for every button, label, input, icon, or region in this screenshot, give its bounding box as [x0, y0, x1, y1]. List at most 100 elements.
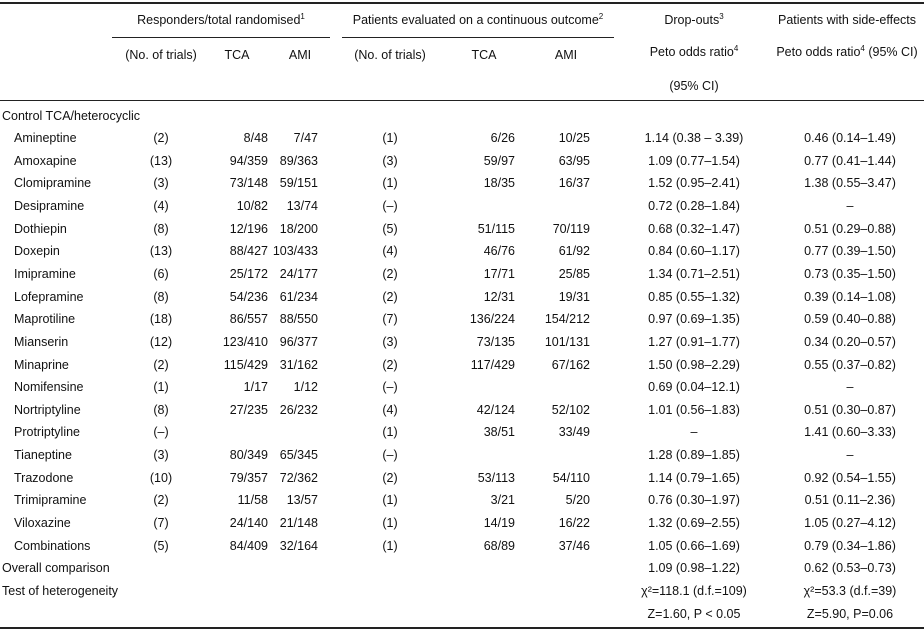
cell: (1) [382, 538, 398, 553]
cell: 10/82 [236, 198, 268, 213]
cell: 24/177 [279, 266, 318, 281]
cell: 154/212 [544, 312, 590, 327]
cell: 0.62 (0.53–0.73) [804, 561, 896, 576]
cell: 1.27 (0.91–1.77) [648, 334, 740, 349]
cell: (13) [149, 153, 173, 168]
cell: – [846, 198, 854, 213]
cell: 59/97 [483, 153, 515, 168]
cell: 67/162 [551, 357, 590, 372]
cell: (1) [382, 176, 398, 191]
cell: 21/148 [279, 516, 318, 531]
cell: 26/232 [279, 402, 318, 417]
cell: (13) [149, 244, 173, 259]
cell: 0.79 (0.34–1.86) [804, 538, 896, 553]
cell: 12/196 [229, 221, 268, 236]
cell: 0.92 (0.54–1.55) [804, 470, 896, 485]
cell: 0.73 (0.35–1.50) [804, 266, 896, 281]
cell: (1) [382, 131, 398, 145]
cell: (–) [382, 380, 398, 395]
drug-name: Amoxapine [14, 153, 77, 168]
cell: 1.14 (0.79–1.65) [648, 470, 740, 485]
group-rule [342, 37, 614, 38]
cell: 59/151 [279, 176, 318, 191]
cell: (8) [153, 402, 169, 417]
drug-name: Viloxazine [14, 516, 71, 531]
column-header: Patients with side-effects [770, 12, 924, 28]
cell: 0.69 (0.04–12.1) [648, 380, 740, 395]
cell: 68/89 [483, 538, 515, 553]
cell: 54/236 [229, 289, 268, 304]
cell: 0.46 (0.14–1.49) [804, 131, 896, 145]
cell: (–) [382, 448, 398, 463]
cell: 1.52 (0.95–2.41) [648, 176, 740, 191]
cell: 63/95 [558, 153, 590, 168]
cell: 13/57 [286, 493, 318, 508]
drug-name: Nomifensine [14, 380, 84, 395]
cell: (12) [149, 334, 173, 349]
cell: (1) [382, 516, 398, 531]
cell: 54/110 [552, 470, 590, 485]
cell: (3) [153, 176, 169, 191]
cell: (18) [149, 312, 173, 327]
cell: 0.51 (0.11–2.36) [804, 493, 896, 508]
cell: χ²=53.3 (d.f.=39) [803, 584, 897, 598]
cell: 52/102 [551, 402, 590, 417]
cell: (2) [382, 266, 398, 281]
drug-name: Dothiepin [14, 221, 67, 236]
cell: 1.05 (0.66–1.69) [648, 538, 740, 553]
cell: 3/21 [490, 493, 515, 508]
cell: 16/22 [558, 516, 590, 531]
cell: 13/74 [286, 198, 318, 213]
cell: 73/148 [229, 176, 268, 191]
column-header: Peto odds ratio4 [620, 44, 768, 60]
drug-name: Trimipramine [14, 493, 87, 508]
cell: 73/135 [476, 334, 515, 349]
header-text: Peto odds ratio [649, 45, 734, 59]
cell: 0.59 (0.40–0.88) [804, 312, 896, 327]
cell: 46/76 [483, 244, 515, 259]
cell: (5) [382, 221, 398, 236]
cell: 79/357 [229, 470, 268, 485]
cell: 0.84 (0.60–1.17) [648, 244, 740, 259]
cell: 1.41 (0.60–3.33) [804, 425, 896, 440]
cell: 16/37 [558, 176, 590, 191]
group-rule [112, 37, 330, 38]
cell: (2) [382, 289, 398, 304]
bottom-rule [0, 627, 924, 629]
cell: (5) [153, 538, 169, 553]
drug-name: Protriptyline [14, 425, 80, 440]
cell: 0.97 (0.69–1.35) [648, 312, 740, 327]
cell: (7) [153, 516, 169, 531]
cell: 42/124 [476, 402, 515, 417]
drug-name: Maprotiline [14, 312, 76, 327]
drug-name: Imipramine [14, 266, 76, 281]
section-label: Control TCA/heterocyclic [2, 109, 141, 123]
cell: 1.32 (0.69–2.55) [648, 516, 740, 531]
cell: 136/224 [469, 312, 515, 327]
column-header: Drop-outs3 [620, 12, 768, 28]
drug-name: Clomipramine [14, 176, 92, 191]
cell: 88/427 [229, 244, 268, 259]
cell: 5/20 [565, 493, 590, 508]
cell: 38/51 [483, 425, 515, 440]
drug-name: Amineptine [14, 131, 77, 145]
cell: 24/140 [229, 516, 268, 531]
cell: 0.76 (0.30–1.97) [648, 493, 740, 508]
row-label: Test of heterogeneity [2, 584, 119, 598]
drug-name: Doxepin [14, 244, 60, 259]
cell: 37/46 [558, 538, 590, 553]
subcolumn-header: AMI [554, 48, 578, 62]
cell: 33/49 [558, 425, 590, 440]
cell: 6/26 [490, 131, 515, 145]
drug-name: Mianserin [14, 334, 69, 349]
cell: (2) [153, 493, 169, 508]
cell: (2) [382, 470, 398, 485]
cell: (1) [382, 493, 398, 508]
cell: 96/377 [279, 334, 318, 349]
cell: 25/85 [558, 266, 590, 281]
cell: (6) [153, 266, 169, 281]
cell: 88/550 [279, 312, 318, 327]
cell: 1.38 (0.55–3.47) [804, 176, 896, 191]
cell: 89/363 [279, 153, 318, 168]
subcolumn-header: TCA [224, 48, 250, 62]
